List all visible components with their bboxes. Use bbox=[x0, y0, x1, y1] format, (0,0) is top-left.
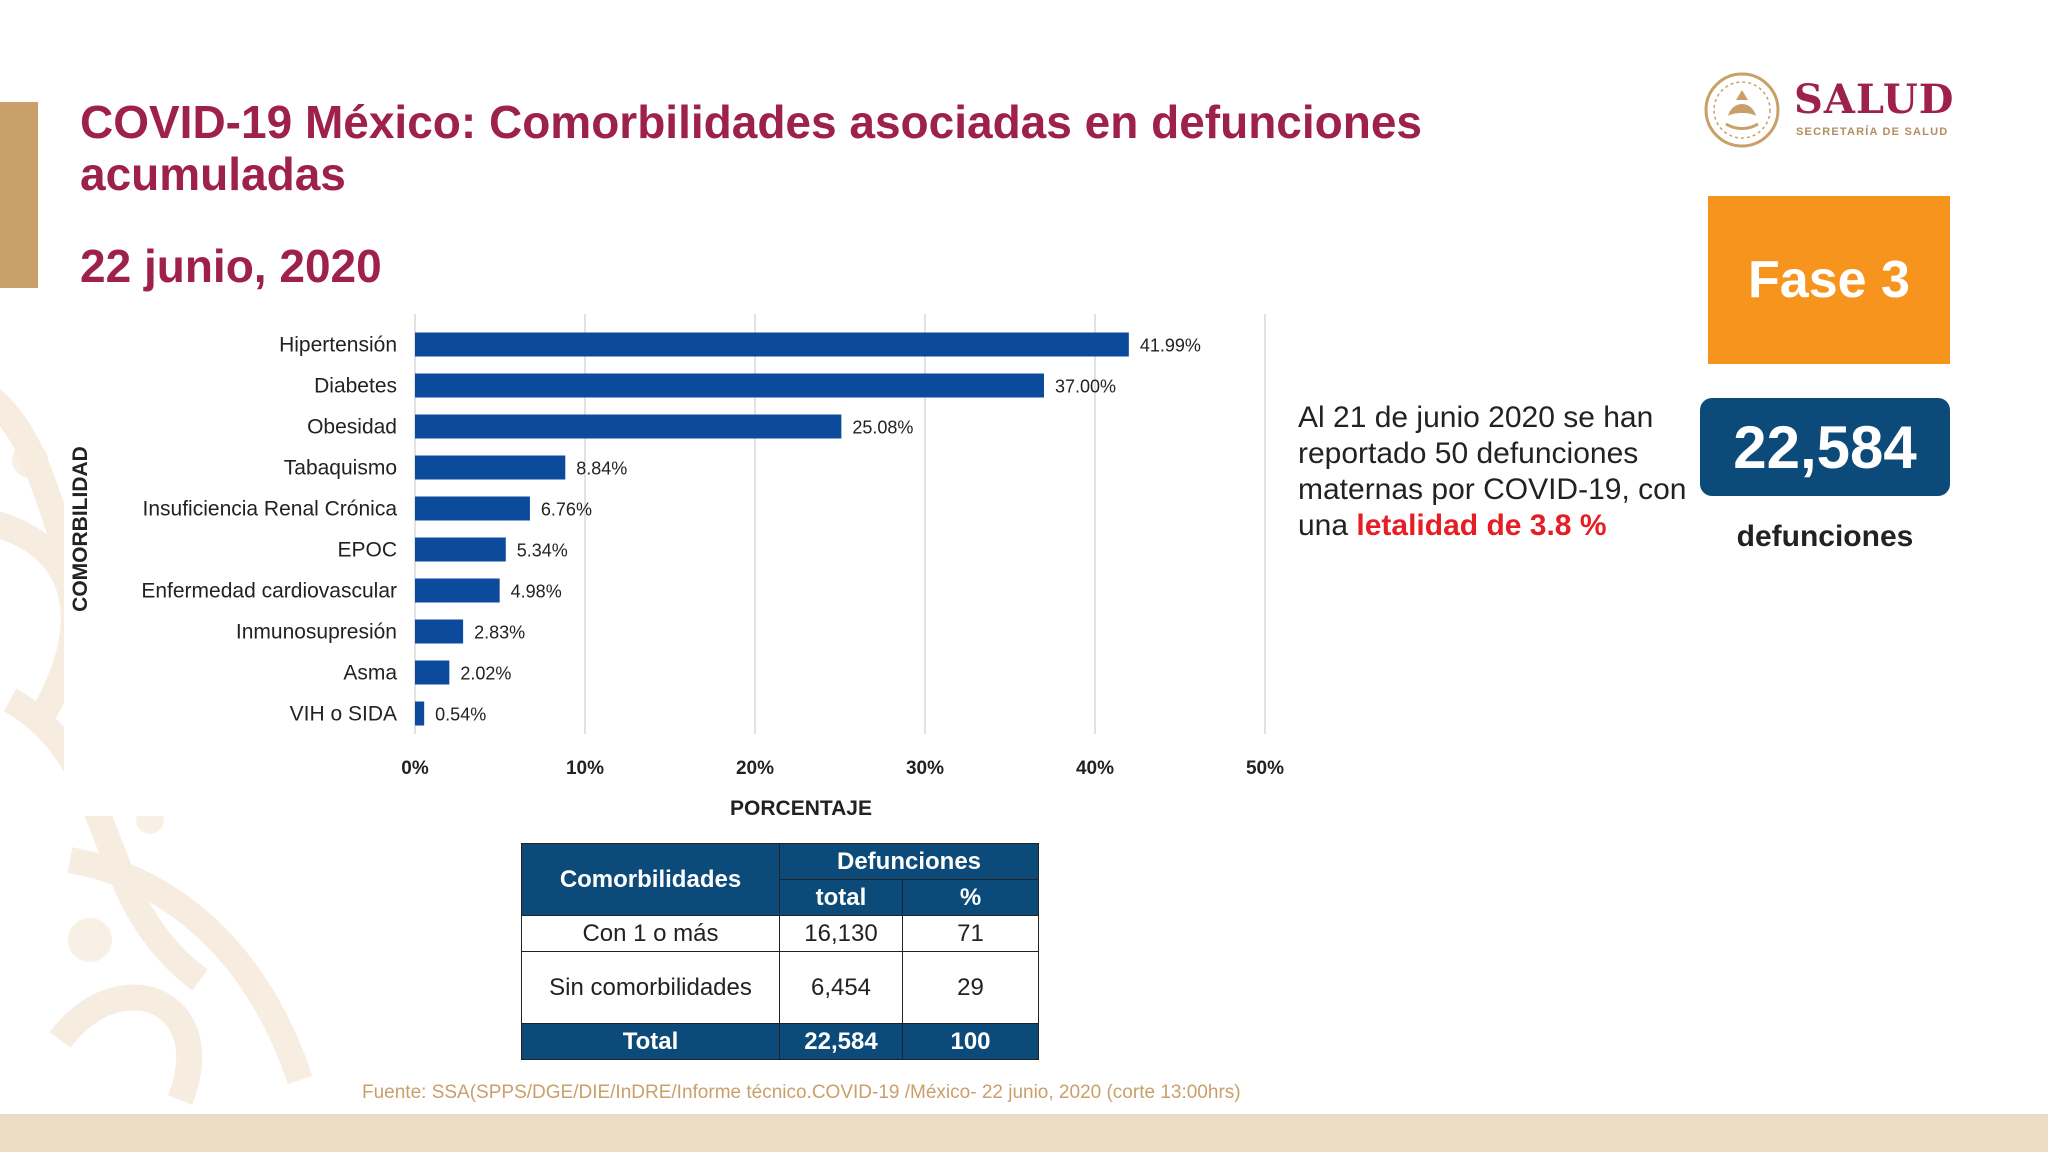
bar-3 bbox=[415, 414, 842, 439]
value-label: 2.02% bbox=[460, 664, 511, 684]
x-tick-label: 40% bbox=[1076, 758, 1114, 779]
col-header-deaths: Defunciones bbox=[779, 843, 1039, 880]
value-label: 5.34% bbox=[517, 541, 568, 561]
bottom-band bbox=[0, 1114, 2048, 1152]
table-total-row: Total 22,584 100 bbox=[521, 1023, 1039, 1060]
bar-4 bbox=[415, 455, 566, 480]
table-row: Con 1 o más 16,130 71 bbox=[521, 915, 1039, 952]
phase-badge: Fase 3 bbox=[1708, 196, 1950, 364]
category-label: Tabaquismo bbox=[284, 457, 397, 480]
maternal-deaths-text: Al 21 de junio 2020 se han reportado 50 … bbox=[1298, 401, 1687, 542]
total-deaths-label: defunciones bbox=[1736, 520, 1914, 553]
bar-2 bbox=[415, 373, 1044, 398]
value-label: 25.08% bbox=[852, 418, 913, 438]
x-axis-title: PORCENTAJE bbox=[730, 797, 872, 816]
row-percent: 71 bbox=[902, 915, 1039, 952]
logo-wordmark: SALUD bbox=[1794, 76, 1955, 123]
total-percent: 100 bbox=[902, 1023, 1039, 1060]
lethality-highlight: letalidad de 3.8 % bbox=[1356, 509, 1607, 542]
x-tick-label: 50% bbox=[1246, 758, 1284, 779]
category-label: EPOC bbox=[337, 539, 397, 562]
maternal-deaths-note: Al 21 de junio 2020 se han reportado 50 … bbox=[1298, 400, 1690, 544]
value-label: 2.83% bbox=[474, 623, 525, 643]
row-total: 16,130 bbox=[779, 915, 903, 952]
x-tick-label: 30% bbox=[906, 758, 944, 779]
bar-8 bbox=[415, 619, 464, 644]
value-label: 0.54% bbox=[435, 705, 486, 725]
x-tick-label: 0% bbox=[401, 758, 429, 779]
total-value: 22,584 bbox=[779, 1023, 903, 1060]
row-total: 6,454 bbox=[779, 951, 903, 1024]
category-label: Inmunosupresión bbox=[236, 621, 397, 644]
category-label: Insuficiencia Renal Crónica bbox=[143, 498, 398, 521]
category-label: VIH o SIDA bbox=[290, 703, 397, 726]
category-label: Diabetes bbox=[314, 375, 397, 398]
bar-9 bbox=[415, 660, 450, 685]
row-label: Con 1 o más bbox=[521, 915, 780, 952]
col-header-total: total bbox=[779, 879, 903, 916]
comorbidities-chart-panel: 0% 10% 20% 30% 40% 50% Hipertensión 41.99% Diabe… bbox=[64, 314, 1296, 816]
row-percent: 29 bbox=[902, 951, 1039, 1024]
bar-10 bbox=[415, 701, 425, 726]
bar-1 bbox=[415, 332, 1129, 357]
logo-subtitle: SECRETARÍA DE SALUD bbox=[1796, 126, 1949, 138]
value-label: 41.99% bbox=[1140, 336, 1201, 356]
value-label: 4.98% bbox=[511, 582, 562, 602]
total-deaths-value: 22,584 bbox=[1700, 398, 1950, 496]
page-title: COVID-19 México: Comorbilidades asociada… bbox=[80, 96, 1423, 200]
salud-logo: SALUD SECRETARÍA DE SALUD bbox=[1702, 70, 1962, 150]
category-label: Obesidad bbox=[307, 416, 397, 439]
x-tick-label: 20% bbox=[736, 758, 774, 779]
row-label: Sin comorbilidades bbox=[521, 951, 780, 1024]
bar-7 bbox=[415, 578, 500, 603]
col-header-percent: % bbox=[902, 879, 1039, 916]
category-label: Hipertensión bbox=[279, 334, 397, 357]
total-label: Total bbox=[521, 1023, 780, 1060]
coat-of-arms-icon bbox=[1704, 72, 1780, 148]
value-label: 8.84% bbox=[576, 459, 627, 479]
category-label: Asma bbox=[343, 662, 397, 685]
col-header-comorbidities: Comorbilidades bbox=[521, 843, 780, 916]
value-label: 6.76% bbox=[541, 500, 592, 520]
bar-5 bbox=[415, 496, 530, 521]
bar-6 bbox=[415, 537, 506, 562]
source-note: Fuente: SSA(SPPS/DGE/DIE/InDRE/Informe t… bbox=[362, 1082, 1241, 1103]
report-date: 22 junio, 2020 bbox=[80, 240, 382, 292]
category-label: Enfermedad cardiovascular bbox=[141, 580, 397, 603]
left-accent-bar bbox=[0, 102, 38, 288]
comorbidities-table: Comorbilidades Defunciones total % Con 1… bbox=[521, 843, 1039, 1060]
table-row: Sin comorbilidades 6,454 29 bbox=[521, 951, 1039, 1024]
y-axis-title: COMORBILIDAD bbox=[69, 446, 92, 612]
value-label: 37.00% bbox=[1055, 377, 1116, 397]
x-tick-label: 10% bbox=[566, 758, 604, 779]
comorbidities-bar-chart: 0% 10% 20% 30% 40% 50% Hipertensión 41.99% Diabe… bbox=[69, 314, 1284, 816]
